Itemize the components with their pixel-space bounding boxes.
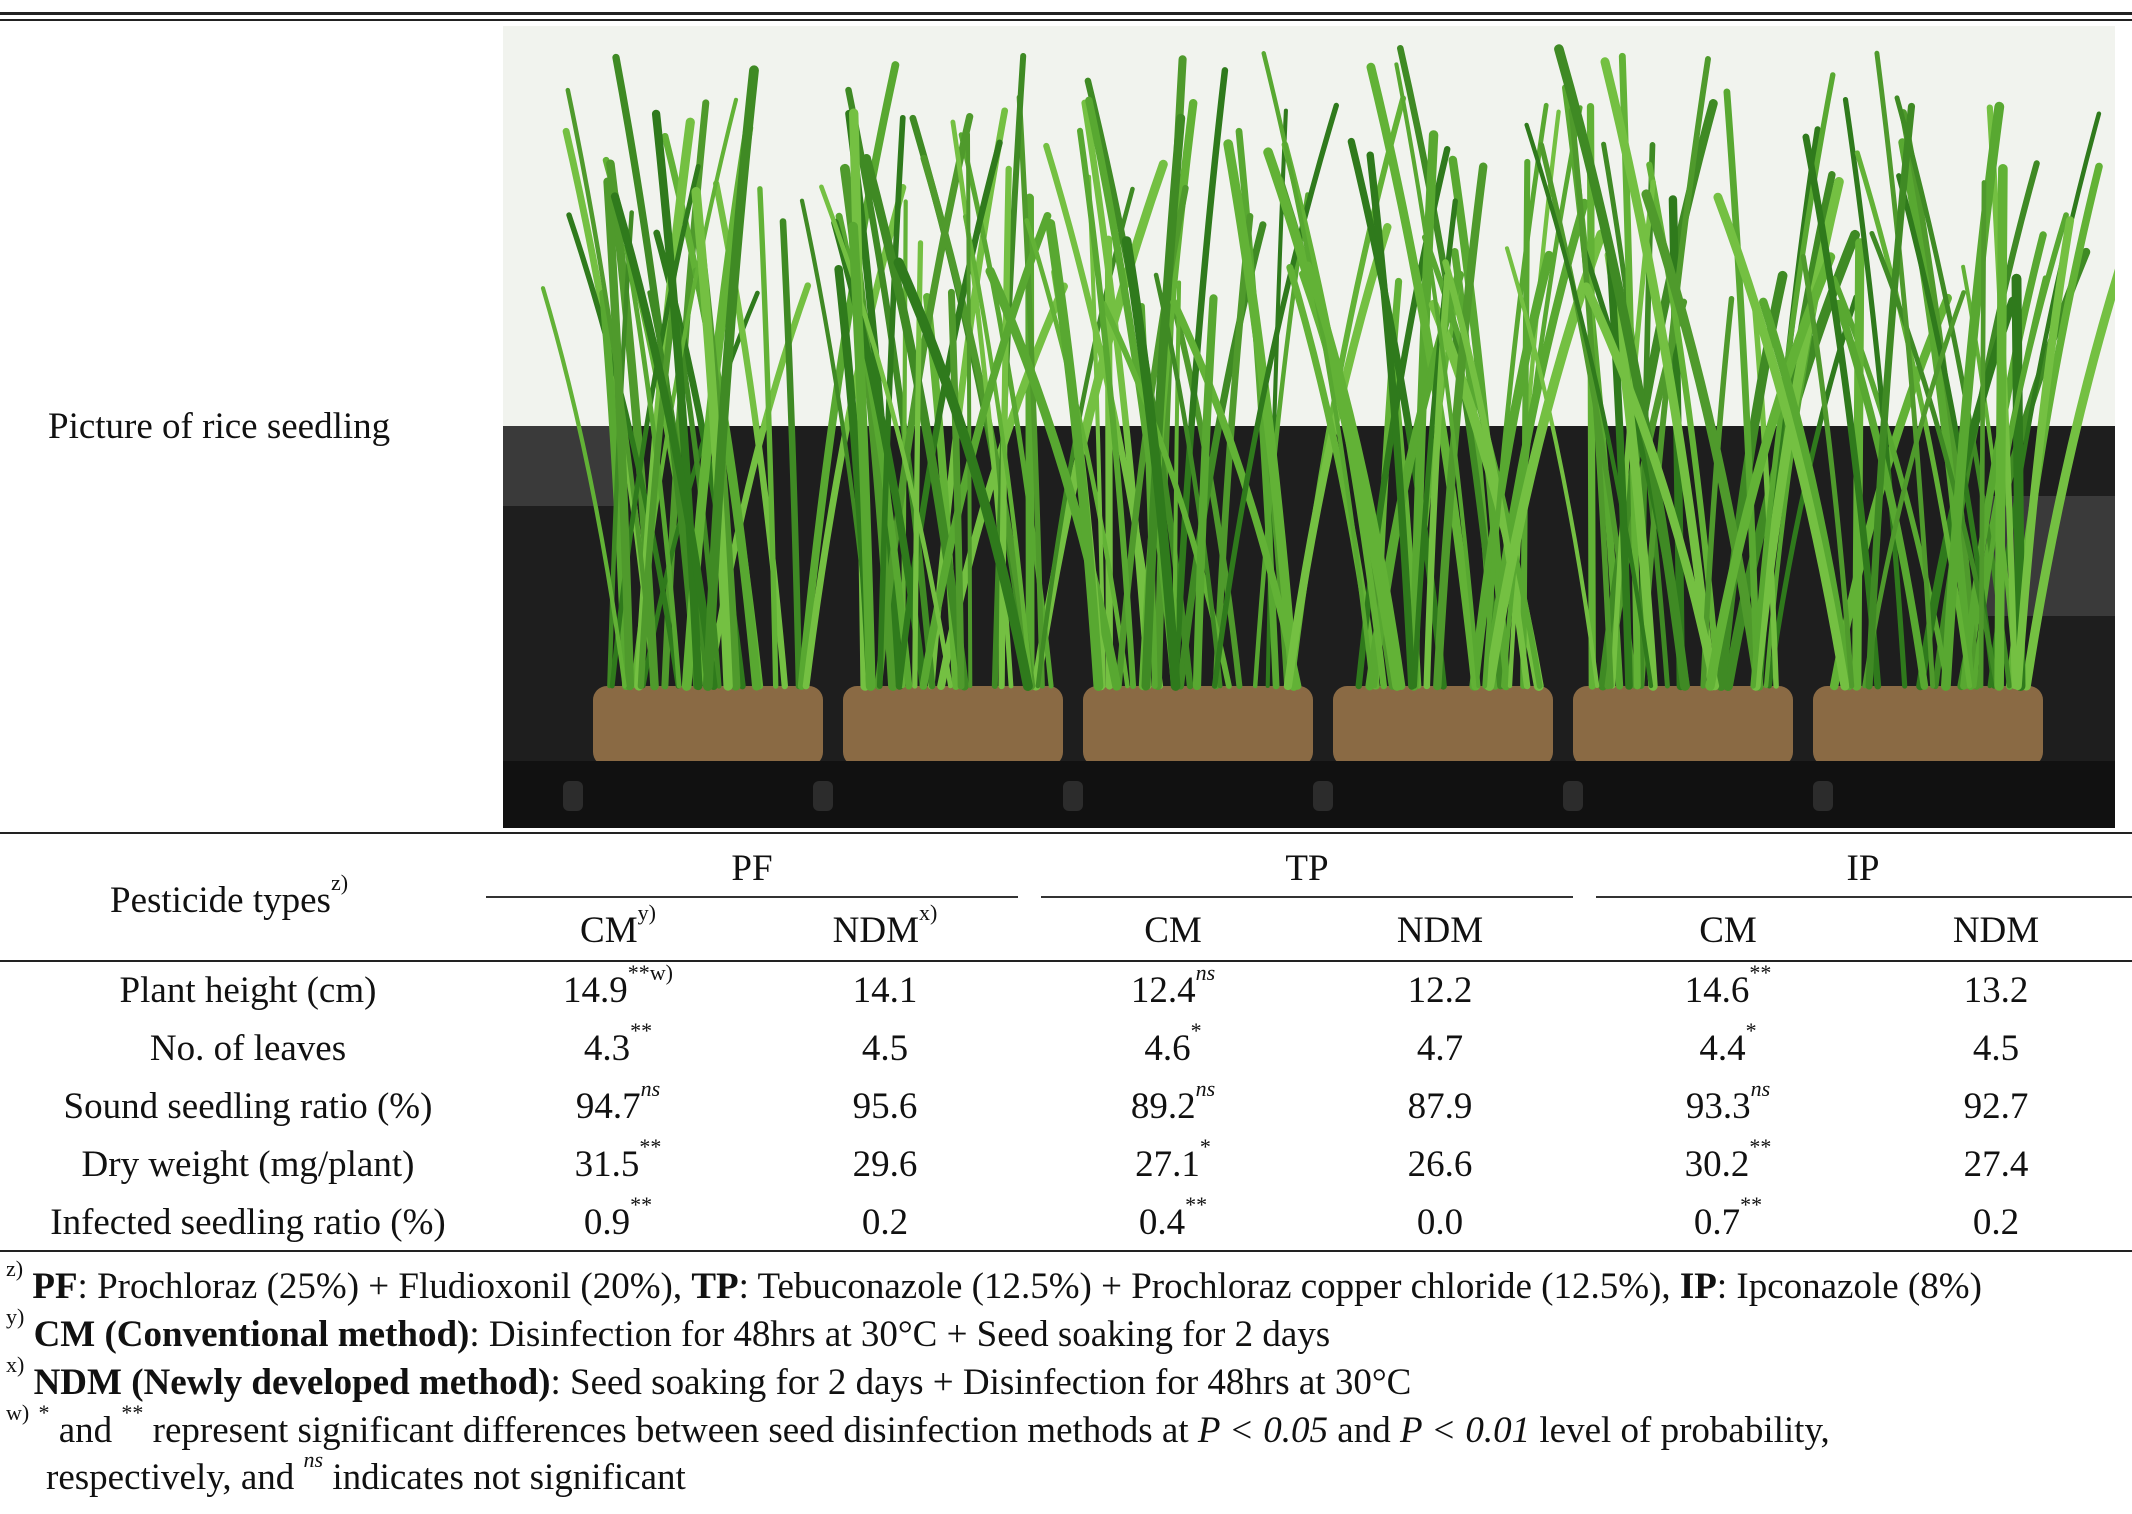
picture-label: Picture of rice seedling <box>48 406 391 447</box>
table-cell: 30.2** <box>1684 1134 1772 1185</box>
row-header-label: Pesticide typesz) <box>110 870 349 921</box>
table-bottom-rule <box>0 1250 2132 1252</box>
table-cell: 13.2 <box>1963 970 2029 1011</box>
table-cell: 93.3ns <box>1685 1076 1771 1127</box>
table-cell: 12.2 <box>1407 970 1473 1011</box>
top-rule <box>0 12 2132 15</box>
footnote-z: z) PF: Prochloraz (25%) + Fludioxonil (2… <box>6 1256 1982 1307</box>
table-cell: 26.6 <box>1407 1144 1473 1185</box>
table-cell: 95.6 <box>852 1086 918 1127</box>
group-header-pf: PF <box>731 848 773 889</box>
row-label: Sound seedling ratio (%) <box>63 1086 433 1127</box>
table-cell: 89.2ns <box>1130 1076 1216 1127</box>
table-cell: 4.3** <box>583 1018 653 1069</box>
row-label: Plant height (cm) <box>119 970 377 1011</box>
subheader-ip-cm: CM <box>1699 910 1757 951</box>
subheader-tp-cm: CM <box>1144 910 1202 951</box>
table-cell: 0.2 <box>861 1202 909 1243</box>
rice-seedling-photo <box>503 26 2115 828</box>
table-cell: 87.9 <box>1407 1086 1473 1127</box>
group-underline-tp <box>1041 896 1573 898</box>
row-label: Dry weight (mg/plant) <box>81 1144 415 1185</box>
photo-bottom-rule <box>0 832 2132 834</box>
group-underline-pf <box>486 896 1018 898</box>
table-cell: 0.9** <box>583 1192 653 1243</box>
table-cell: 4.6* <box>1144 1018 1202 1069</box>
table-cell: 31.5** <box>574 1134 662 1185</box>
table-cell: 92.7 <box>1963 1086 2029 1127</box>
header-bottom-rule <box>0 960 2132 962</box>
footnote-y: y) CM (Conventional method): Disinfectio… <box>6 1304 1331 1355</box>
table-cell: 12.4ns <box>1130 960 1216 1011</box>
table-cell: 0.4** <box>1138 1192 1208 1243</box>
table-cell: 4.5 <box>861 1028 909 1069</box>
row-label: No. of leaves <box>149 1028 347 1069</box>
group-underline-ip <box>1596 896 2132 898</box>
table-cell: 27.4 <box>1963 1144 2029 1185</box>
table-cell: 0.0 <box>1416 1202 1464 1243</box>
group-header-ip: IP <box>1846 848 1880 889</box>
table-cell: 14.9**w) <box>563 960 673 1011</box>
subheader-pf-cm: CMy) <box>580 900 656 951</box>
top-rule-inner <box>0 19 2132 21</box>
table-cell: 14.6** <box>1684 960 1772 1011</box>
table-cell: 29.6 <box>852 1144 918 1185</box>
subheader-tp-ndm: NDM <box>1396 910 1484 951</box>
table-cell: 27.1* <box>1135 1134 1211 1185</box>
footnote-x: x) NDM (Newly developed method): Seed so… <box>6 1352 1412 1403</box>
subheader-ip-ndm: NDM <box>1952 910 2040 951</box>
table-cell: 94.7ns <box>575 1076 661 1127</box>
table-cell: 14.1 <box>852 970 918 1011</box>
table-cell: 4.5 <box>1972 1028 2020 1069</box>
footnote-w-line2: respectively, and ns indicates not signi… <box>46 1447 686 1498</box>
table-cell: 0.2 <box>1972 1202 2020 1243</box>
table-cell: 0.7** <box>1693 1192 1763 1243</box>
group-header-tp: TP <box>1285 848 1329 889</box>
footnote-w: w) * and ** represent significant differ… <box>6 1400 1830 1451</box>
subheader-pf-ndm: NDMx) <box>832 900 938 951</box>
row-label: Infected seedling ratio (%) <box>50 1202 446 1243</box>
table-cell: 4.7 <box>1416 1028 1464 1069</box>
table-cell: 4.4* <box>1699 1018 1757 1069</box>
